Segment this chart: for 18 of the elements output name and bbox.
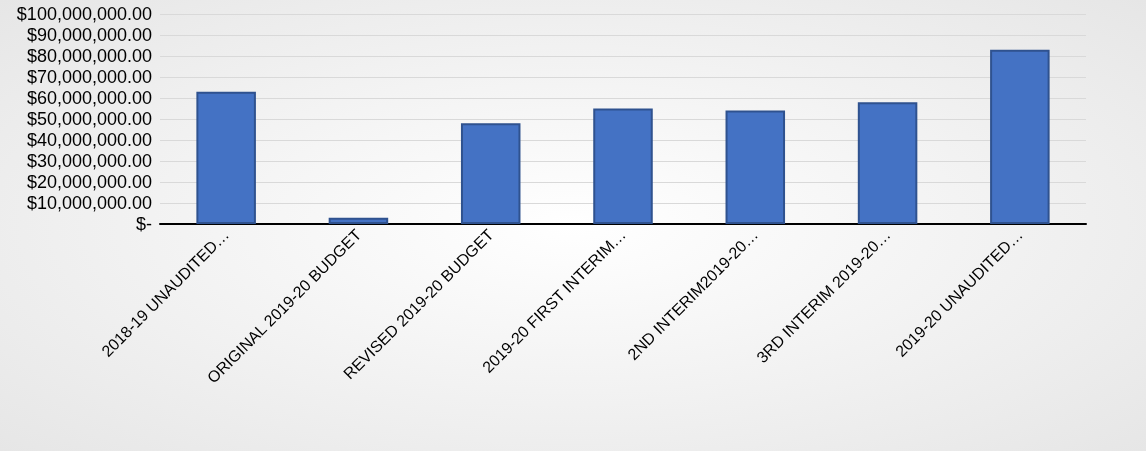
bar [725,110,786,224]
y-tick-label: $10,000,000.00 [26,193,152,213]
y-tick-label: $- [135,214,152,234]
y-tick-label: $40,000,000.00 [26,130,152,150]
bar [460,123,521,224]
y-tick-label: $80,000,000.00 [26,46,152,66]
bar [990,49,1050,224]
y-tick-label: $90,000,000.00 [26,25,152,45]
bar [328,217,389,224]
bar [196,91,256,224]
y-tick-label: $30,000,000.00 [26,151,152,171]
y-tick-label: $70,000,000.00 [26,67,152,87]
y-tick-label: $100,000,000.00 [16,4,152,24]
bar [857,102,918,224]
y-tick-label: $50,000,000.00 [26,109,152,129]
y-tick-label: $20,000,000.00 [26,172,152,192]
y-tick-label: $60,000,000.00 [26,88,152,108]
bar [593,108,653,224]
